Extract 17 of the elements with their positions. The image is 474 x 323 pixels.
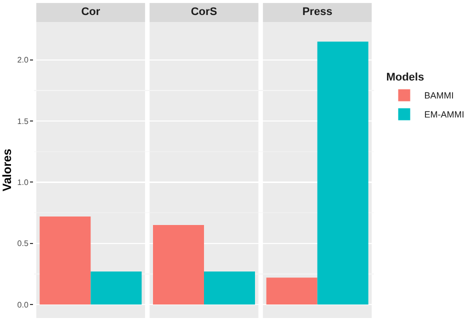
y-tick-label: 1.0 xyxy=(17,178,29,188)
bar xyxy=(90,272,142,305)
x-tick-label: CorS xyxy=(190,6,218,18)
y-tick-label: 0.0 xyxy=(17,300,29,310)
bar xyxy=(153,225,204,305)
y-axis-title: Valores xyxy=(0,148,14,192)
x-tick-label: Press xyxy=(302,6,332,18)
legend-label: EM-AMMI xyxy=(424,110,464,120)
x-tick-label: Cor xyxy=(81,6,101,18)
legend-title: Models xyxy=(386,72,424,84)
bar xyxy=(40,216,91,305)
y-tick-label: 0.5 xyxy=(17,239,29,248)
y-tick-label: 1.5 xyxy=(17,116,29,126)
legend-label: BAMMI xyxy=(424,90,454,101)
bar xyxy=(204,272,255,305)
bar xyxy=(266,278,318,305)
y-tick-label: 2.0 xyxy=(17,56,29,65)
